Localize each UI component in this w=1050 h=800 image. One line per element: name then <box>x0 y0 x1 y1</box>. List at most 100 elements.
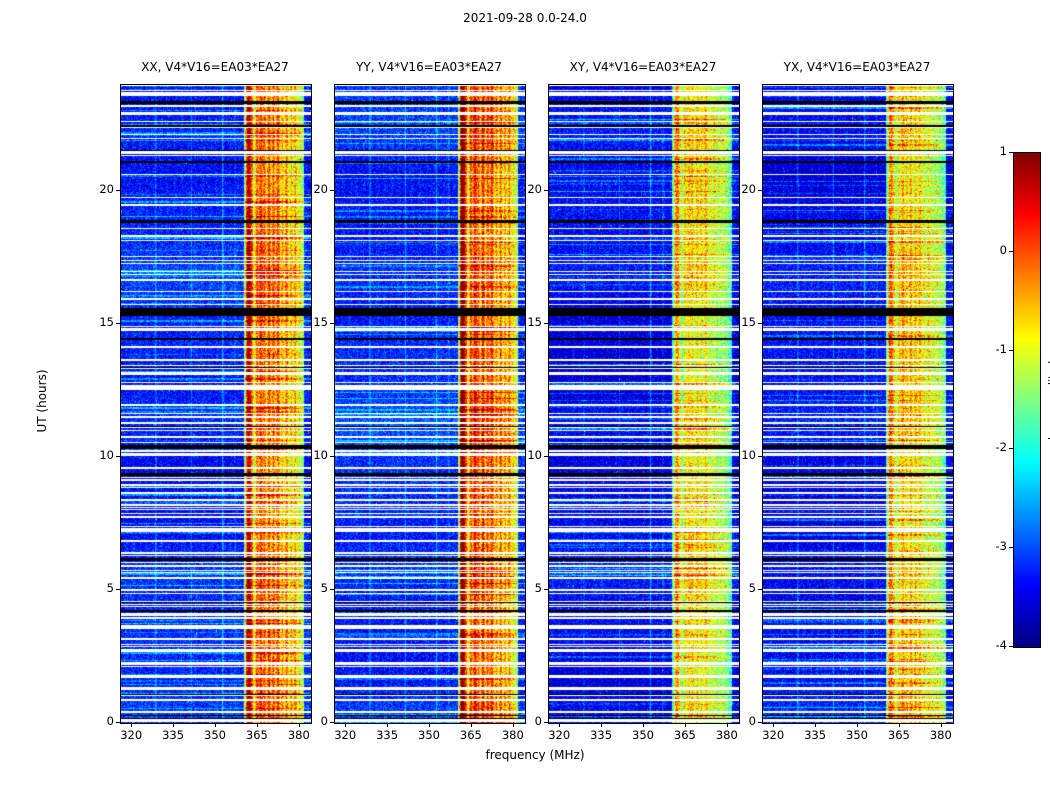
y-tick-mark <box>758 323 762 325</box>
x-tick-mark <box>815 723 817 727</box>
x-tick-label: 320 <box>762 728 785 742</box>
y-axis-label: UT (hours) <box>35 369 49 433</box>
y-tick-label: 0 <box>534 714 542 728</box>
x-tick-mark <box>387 723 389 727</box>
y-tick-label: 10 <box>313 448 328 463</box>
y-tick-mark <box>116 190 120 192</box>
x-tick-label: 335 <box>590 728 613 742</box>
x-tick-mark <box>345 723 347 727</box>
spectrum-panel-xx[interactable] <box>120 84 312 724</box>
x-tick-label: 350 <box>204 728 226 742</box>
x-tick-label: 380 <box>929 728 952 742</box>
colorbar-tick-label: -2 <box>995 440 1007 455</box>
y-tick-label: 5 <box>106 581 114 596</box>
colorbar-label-main: log <box>1046 423 1050 441</box>
y-tick-mark <box>330 323 334 325</box>
y-tick-mark <box>116 722 120 723</box>
colorbar-tick-mark <box>1009 349 1013 351</box>
y-tick-label: 15 <box>313 315 328 330</box>
x-tick-mark <box>857 723 858 727</box>
y-tick-label: 10 <box>741 448 756 463</box>
x-tick-mark <box>215 723 216 727</box>
x-tick-mark <box>726 723 728 727</box>
y-tick-label: 20 <box>741 182 756 197</box>
colorbar-tick-mark <box>1009 152 1013 153</box>
y-tick-mark <box>758 190 762 192</box>
y-tick-label: 20 <box>99 182 114 197</box>
x-tick-mark <box>559 723 561 727</box>
y-tick-mark <box>544 589 548 591</box>
y-tick-mark <box>758 589 762 591</box>
y-tick-label: 5 <box>748 581 756 596</box>
x-tick-mark <box>470 723 472 727</box>
x-axis-label: frequency (MHz) <box>485 748 585 762</box>
y-tick-mark <box>330 589 334 591</box>
x-tick-mark <box>898 723 900 727</box>
colorbar-tick-mark <box>1009 547 1013 549</box>
x-tick-mark <box>131 723 133 727</box>
colorbar-label-tail: amplitude <box>1046 353 1050 410</box>
colorbar-gradient <box>1014 153 1040 647</box>
dynamic-spectrum-image-xx <box>121 85 311 723</box>
colorbar-tick-label: 0 <box>999 242 1007 257</box>
x-tick-mark <box>173 723 175 727</box>
dynamic-spectrum-image-xy <box>549 85 739 723</box>
x-tick-label: 335 <box>376 728 399 742</box>
y-tick-mark <box>116 589 120 591</box>
x-tick-mark <box>940 723 942 727</box>
x-tick-mark <box>256 723 258 727</box>
x-tick-label: 320 <box>548 728 571 742</box>
y-tick-label: 15 <box>741 315 756 330</box>
panel-title-xy: XY, V4*V16=EA03*EA27 <box>569 60 717 74</box>
x-tick-mark <box>298 723 300 727</box>
x-tick-label: 350 <box>632 728 654 742</box>
y-tick-label: 20 <box>313 182 328 197</box>
y-tick-label: 10 <box>99 448 114 463</box>
y-tick-mark <box>758 722 762 723</box>
colorbar-tick-mark <box>1009 646 1013 647</box>
y-tick-mark <box>544 190 548 192</box>
spectrum-panel-xy[interactable] <box>548 84 740 724</box>
x-tick-label: 380 <box>287 728 310 742</box>
x-tick-label: 365 <box>673 728 696 742</box>
colorbar-tick-label: 1 <box>999 144 1007 158</box>
x-tick-mark <box>429 723 430 727</box>
figure-suptitle: 2021-09-28 0.0-24.0 <box>463 11 587 25</box>
x-tick-label: 335 <box>804 728 827 742</box>
colorbar[interactable] <box>1013 152 1041 648</box>
y-tick-mark <box>116 323 120 325</box>
dynamic-spectrum-image-yx <box>763 85 953 723</box>
x-tick-label: 380 <box>715 728 738 742</box>
x-tick-label: 350 <box>846 728 868 742</box>
x-tick-mark <box>512 723 514 727</box>
x-tick-label: 380 <box>501 728 524 742</box>
y-tick-mark <box>544 456 548 458</box>
x-tick-label: 365 <box>459 728 482 742</box>
y-tick-mark <box>330 456 334 458</box>
y-tick-mark <box>758 456 762 458</box>
colorbar-tick-mark <box>1009 250 1013 252</box>
dynamic-spectrum-image-yy <box>335 85 525 723</box>
colorbar-tick-mark <box>1009 448 1013 450</box>
y-tick-mark <box>330 722 334 723</box>
colorbar-tick-label: -1 <box>995 341 1007 356</box>
spectrum-panel-yx[interactable] <box>762 84 954 724</box>
spectrum-panel-yy[interactable] <box>334 84 526 724</box>
panel-title-yy: YY, V4*V16=EA03*EA27 <box>356 60 502 74</box>
x-tick-mark <box>643 723 644 727</box>
x-tick-mark <box>773 723 775 727</box>
x-tick-label: 365 <box>245 728 268 742</box>
y-tick-label: 0 <box>106 714 114 728</box>
y-tick-label: 15 <box>527 315 542 330</box>
y-tick-label: 5 <box>320 581 328 596</box>
y-tick-label: 15 <box>99 315 114 330</box>
x-tick-label: 350 <box>418 728 440 742</box>
x-tick-label: 335 <box>162 728 185 742</box>
y-tick-mark <box>116 456 120 458</box>
y-tick-mark <box>544 323 548 325</box>
x-tick-label: 320 <box>120 728 143 742</box>
y-tick-label: 5 <box>534 581 542 596</box>
y-tick-mark <box>544 722 548 723</box>
panel-title-yx: YX, V4*V16=EA03*EA27 <box>783 60 931 74</box>
